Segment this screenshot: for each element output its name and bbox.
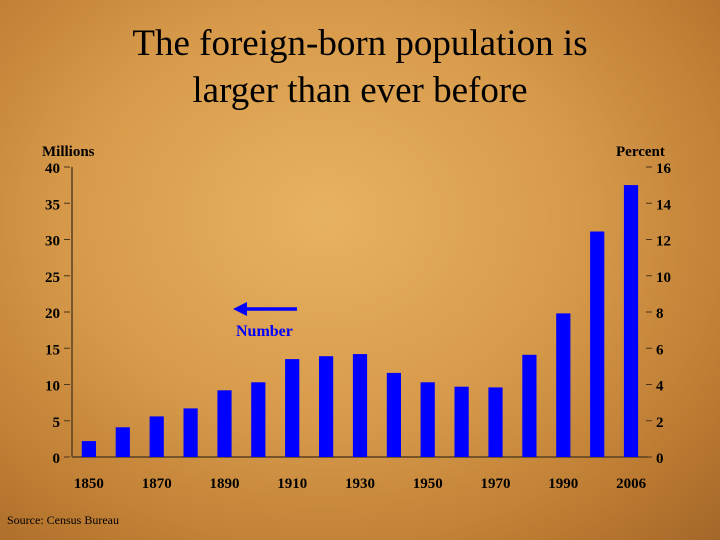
right-tick-label: 16 bbox=[656, 161, 672, 177]
bar-1900 bbox=[251, 382, 266, 457]
bar-1870 bbox=[149, 416, 164, 457]
left-tick-label: 20 bbox=[45, 306, 60, 322]
x-tick-label: 1950 bbox=[413, 476, 443, 492]
x-tick-label: 1890 bbox=[210, 476, 240, 492]
right-tick-label: 0 bbox=[656, 451, 664, 467]
left-tick-label: 15 bbox=[45, 342, 60, 358]
bar-1930 bbox=[352, 354, 368, 457]
right-tick-label: 10 bbox=[656, 270, 671, 286]
bar-1960 bbox=[454, 386, 469, 457]
bar-1920 bbox=[319, 356, 334, 457]
bar-1910 bbox=[285, 359, 300, 457]
title-line-1: The foreign-born population is bbox=[132, 23, 588, 64]
bar-1860 bbox=[115, 427, 130, 457]
bar-2006 bbox=[623, 185, 639, 457]
right-tick-label: 14 bbox=[656, 197, 672, 213]
source-note: Source: Census Bureau bbox=[7, 513, 119, 527]
left-tick-label: 35 bbox=[45, 197, 60, 213]
bar-1880 bbox=[183, 408, 198, 457]
x-tick-label: 1990 bbox=[548, 476, 578, 492]
left-tick-label: 10 bbox=[45, 379, 60, 395]
left-axis-title: Millions bbox=[42, 144, 95, 160]
x-tick-label: 1930 bbox=[345, 476, 375, 492]
bar-2000 bbox=[590, 231, 605, 457]
left-tick-label: 5 bbox=[53, 415, 61, 431]
title-line-2: larger than ever before bbox=[192, 70, 528, 111]
right-tick-label: 12 bbox=[656, 234, 671, 250]
left-tick-label: 40 bbox=[45, 161, 60, 177]
bar-1990 bbox=[556, 313, 571, 457]
x-tick-label: 1910 bbox=[277, 476, 307, 492]
bar-1890 bbox=[217, 390, 232, 457]
bars bbox=[71, 167, 648, 458]
left-tick-label: 25 bbox=[45, 270, 60, 286]
bar-1980 bbox=[522, 354, 537, 457]
right-tick-label: 6 bbox=[656, 342, 664, 358]
right-tick-label: 2 bbox=[656, 415, 664, 431]
left-tick-label: 30 bbox=[45, 234, 60, 250]
bar-1940 bbox=[386, 372, 401, 457]
right-tick-label: 4 bbox=[656, 379, 664, 395]
chart-title: The foreign-born population is larger th… bbox=[0, 20, 720, 114]
x-tick-label: 1970 bbox=[481, 476, 511, 492]
x-axis-ticks: 1850 1870 1890 1910 1930 1950 1970 1990 2006 bbox=[74, 476, 647, 492]
x-tick-label: 1850 bbox=[74, 476, 104, 492]
right-axis-title: Percent bbox=[616, 144, 665, 160]
bar-1950 bbox=[420, 382, 435, 457]
right-axis-ticks: 0 2 4 6 8 10 12 14 16 bbox=[646, 161, 672, 467]
left-tick-label: 0 bbox=[53, 451, 61, 467]
bar-1850 bbox=[81, 441, 96, 457]
left-axis-ticks: 0 5 10 15 20 25 30 35 40 bbox=[45, 161, 70, 467]
legend-label: Number bbox=[236, 323, 293, 340]
bar-1970 bbox=[488, 387, 503, 457]
x-tick-label: 1870 bbox=[142, 476, 172, 492]
right-tick-label: 8 bbox=[656, 306, 664, 322]
legend-arrow bbox=[233, 302, 297, 316]
x-tick-label: 2006 bbox=[616, 476, 647, 492]
